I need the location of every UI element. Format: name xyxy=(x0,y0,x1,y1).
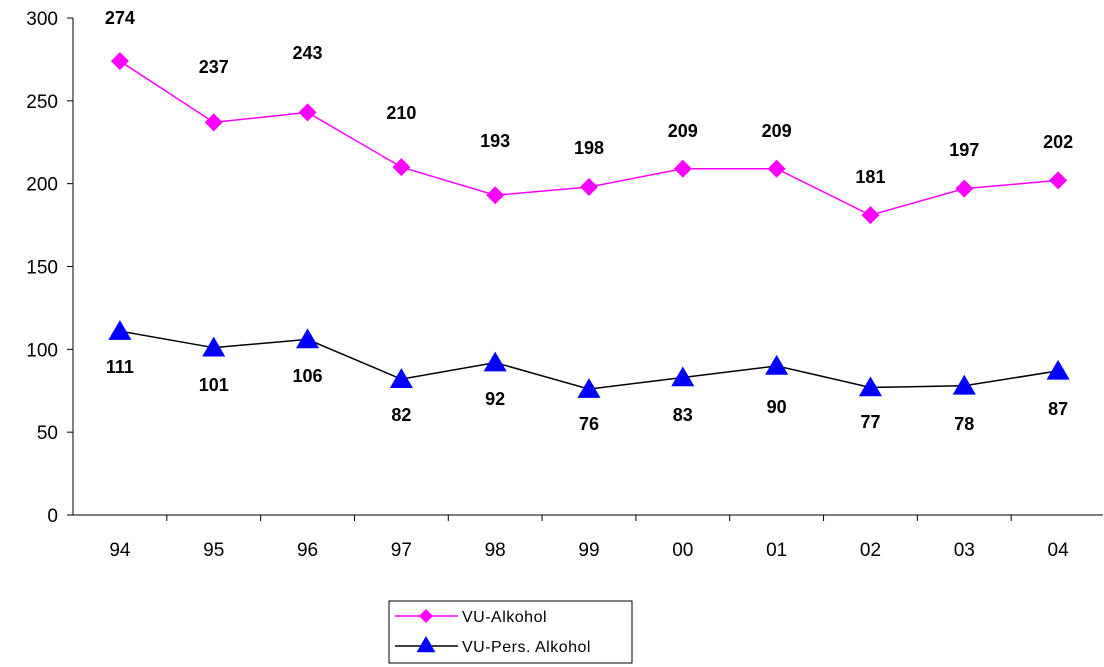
diamond-marker xyxy=(1049,171,1068,190)
x-axis-tick-label: 97 xyxy=(391,540,412,561)
triangle-marker xyxy=(952,374,976,395)
diamond-marker xyxy=(110,52,129,71)
y-axis-tick-label: 150 xyxy=(26,258,58,279)
legend-entry-1: VU-Alkohol xyxy=(395,609,547,626)
data-label: 83 xyxy=(673,405,693,425)
data-label: 92 xyxy=(485,389,505,409)
triangle-marker xyxy=(416,636,436,653)
y-axis-tick-label: 100 xyxy=(26,340,58,361)
data-label: 209 xyxy=(762,121,792,141)
data-label: 202 xyxy=(1043,132,1073,152)
series-2 xyxy=(108,320,1070,398)
x-axis-tick-label: 04 xyxy=(1048,540,1070,561)
legend-label: VU-Pers. Alkohol xyxy=(462,639,591,656)
data-label: 76 xyxy=(579,414,599,434)
triangle-marker xyxy=(858,376,883,397)
diamond-marker xyxy=(392,158,411,177)
diamond-marker xyxy=(486,186,505,205)
legend-box xyxy=(388,600,633,664)
data-label: 181 xyxy=(855,167,885,187)
x-axis-tick-label: 00 xyxy=(672,540,693,561)
data-label: 106 xyxy=(293,366,323,386)
x-axis-tick-label: 01 xyxy=(766,540,787,561)
triangle-marker xyxy=(108,320,132,340)
diamond-marker xyxy=(298,103,317,122)
data-label: 193 xyxy=(480,131,510,151)
diamond-marker xyxy=(673,159,692,178)
chart-axes: 0 50 100 150 200 250 300 94 95 96 97 98 99 00 01 02 03 04 xyxy=(26,9,1103,561)
data-label: 111 xyxy=(106,357,134,377)
chart-series xyxy=(108,52,1070,398)
diamond-marker xyxy=(580,177,598,196)
data-label: 90 xyxy=(767,397,787,417)
x-axis-tick-label: 94 xyxy=(109,540,131,561)
diamond-marker xyxy=(955,179,974,198)
legend-entry-2: VU-Pers. Alkohol xyxy=(395,636,591,656)
y-axis-tick-label: 0 xyxy=(47,506,58,527)
data-label: 101 xyxy=(199,375,229,395)
data-label: 210 xyxy=(386,103,416,123)
triangle-marker xyxy=(671,366,695,387)
data-label: 87 xyxy=(1048,399,1068,419)
x-axis-tick-label: 02 xyxy=(860,540,881,561)
legend-label: VU-Alkohol xyxy=(462,609,547,626)
diamond-marker xyxy=(767,159,786,178)
x-axis-tick-label: 96 xyxy=(297,540,318,561)
y-axis-tick-label: 50 xyxy=(37,423,58,444)
data-label: 243 xyxy=(293,43,323,63)
data-label: 77 xyxy=(860,412,880,432)
chart-data-labels: 274 237 243 210 193 198 209 209 181 197 202 111 101 1… xyxy=(105,8,1073,434)
y-axis-tick-label: 300 xyxy=(26,9,58,30)
data-label: 274 xyxy=(105,8,135,28)
triangle-marker xyxy=(577,378,601,398)
triangle-marker xyxy=(483,351,507,372)
diamond-marker xyxy=(861,206,880,225)
y-axis-tick-label: 250 xyxy=(26,92,58,113)
data-label: 198 xyxy=(574,138,604,158)
triangle-marker xyxy=(202,336,226,357)
triangle-marker xyxy=(1046,359,1070,380)
data-label: 82 xyxy=(391,405,411,425)
series-1 xyxy=(110,52,1068,225)
data-label: 78 xyxy=(954,414,974,434)
x-axis-tick-label: 95 xyxy=(203,540,224,561)
triangle-marker xyxy=(295,328,320,349)
triangle-marker xyxy=(765,354,789,375)
y-axis-tick-label: 200 xyxy=(26,175,58,196)
data-label: 237 xyxy=(199,57,229,77)
triangle-marker xyxy=(389,368,413,388)
x-axis-tick-label: 99 xyxy=(578,540,599,561)
x-axis-tick-label: 03 xyxy=(954,540,975,561)
data-label: 209 xyxy=(668,121,698,141)
diamond-marker xyxy=(419,609,433,623)
x-axis-tick-label: 98 xyxy=(485,540,506,561)
data-label: 197 xyxy=(949,140,979,160)
diamond-marker xyxy=(204,113,223,132)
chart-legend: VU-Alkohol VU-Pers. Alkohol xyxy=(388,600,633,664)
